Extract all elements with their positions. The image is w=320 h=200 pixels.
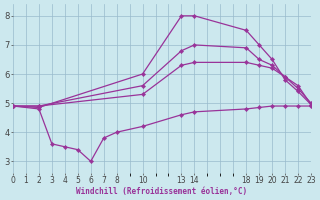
X-axis label: Windchill (Refroidissement éolien,°C): Windchill (Refroidissement éolien,°C): [76, 187, 248, 196]
